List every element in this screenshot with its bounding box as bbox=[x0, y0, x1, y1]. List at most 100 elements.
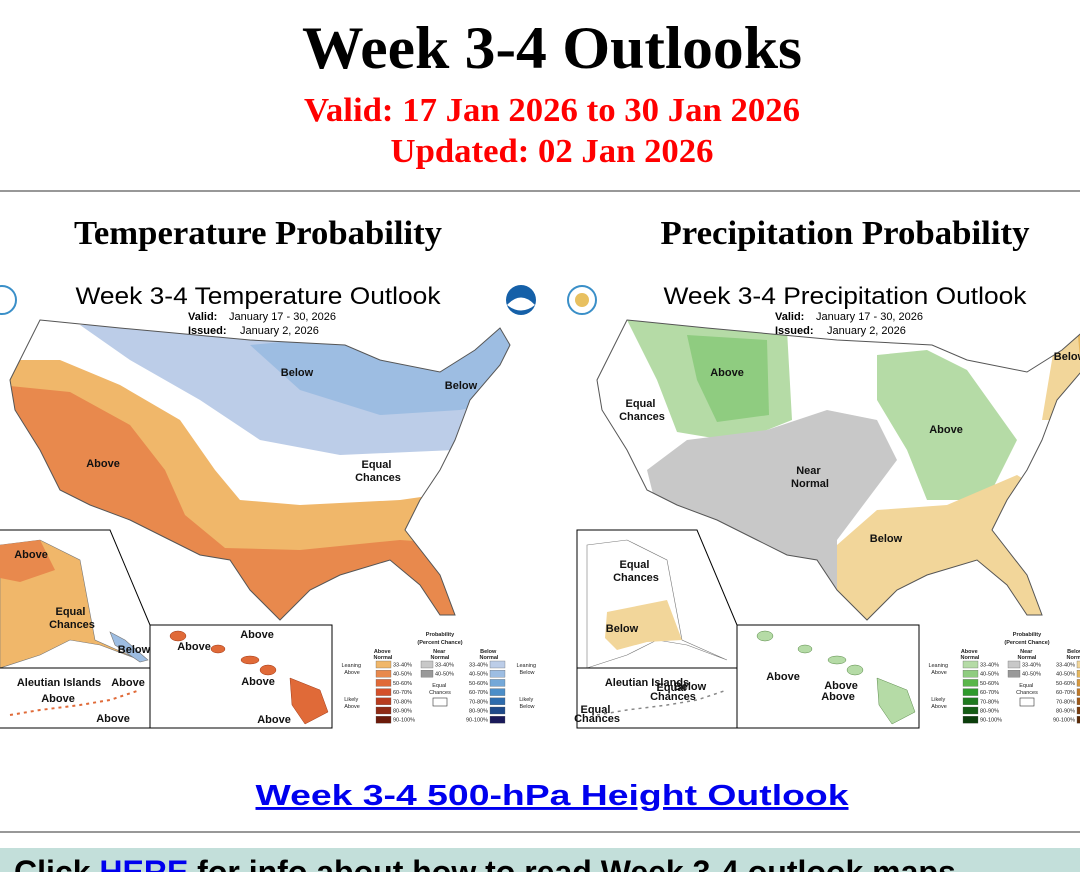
legend-range: 33-40% bbox=[1056, 663, 1075, 669]
region-label: Equal Chances bbox=[619, 398, 665, 423]
hawaii-islands bbox=[169, 630, 329, 725]
region-label: Equal Chances bbox=[574, 704, 620, 725]
legend-swatch bbox=[1076, 670, 1080, 678]
legend-row-label: Leaning Below bbox=[516, 663, 537, 676]
region-label: Equal Chances bbox=[613, 559, 659, 584]
legend-range: 40-50% bbox=[469, 672, 488, 678]
legend-swatch bbox=[1076, 706, 1080, 715]
region-label: Above bbox=[710, 367, 744, 379]
legend-swatch bbox=[375, 688, 392, 696]
legend-swatch bbox=[1076, 688, 1080, 696]
legend-swatch bbox=[962, 697, 979, 705]
map-title: Week 3-4 Precipitation Outlook bbox=[664, 283, 1028, 310]
info-text-post: for info about how to read Week 3-4 outl… bbox=[188, 854, 955, 872]
region-label: Below bbox=[445, 380, 478, 392]
legend-swatch bbox=[962, 660, 979, 669]
legend-equal-swatch bbox=[1019, 697, 1035, 707]
map-title: Week 3-4 Temperature Outlook bbox=[76, 283, 442, 310]
page-title: Week 3-4 Outlooks bbox=[302, 15, 802, 81]
legend-range: 60-70% bbox=[980, 690, 999, 696]
legend-swatch bbox=[1007, 670, 1021, 678]
region-label: Above bbox=[41, 693, 75, 705]
region-label: Below bbox=[118, 644, 151, 656]
legend-range: 33-40% bbox=[1022, 663, 1041, 669]
region-label: Equal Chances bbox=[355, 459, 401, 484]
region-label: Equal Chances bbox=[49, 606, 95, 631]
legend-range: 40-50% bbox=[980, 672, 999, 678]
alaska-below bbox=[605, 600, 682, 650]
legend-swatch bbox=[962, 670, 979, 678]
legend-swatch bbox=[489, 660, 506, 669]
legend-range: 50-60% bbox=[980, 681, 999, 687]
legend-background bbox=[336, 627, 548, 728]
map-issued: January 2, 2026 bbox=[240, 325, 319, 337]
region-label: Below bbox=[870, 533, 903, 545]
region-near bbox=[647, 410, 897, 610]
legend-swatch bbox=[489, 706, 506, 715]
region-above bbox=[687, 335, 769, 422]
legend-range: 40-50% bbox=[393, 672, 412, 678]
aleutian-inset bbox=[576, 667, 738, 729]
region-label: Aleutian Islands bbox=[17, 677, 101, 689]
legend-swatch bbox=[489, 697, 506, 705]
legend-subtitle: (Percent Chance) bbox=[1004, 640, 1049, 646]
region-label: Below bbox=[606, 623, 639, 635]
info-link[interactable]: HERE bbox=[99, 854, 188, 872]
legend-swatch bbox=[1076, 660, 1080, 669]
map-valid: January 17 - 30, 2026 bbox=[816, 311, 923, 323]
legend-equal-label: Equal Chances bbox=[1016, 683, 1038, 696]
panel-heading: Precipitation Probability bbox=[661, 215, 1030, 252]
legend-range: 33-40% bbox=[469, 663, 488, 669]
height-outlook-link-text[interactable]: Week 3-4 500-hPa Height Outlook bbox=[256, 780, 850, 812]
region-label: Below bbox=[1054, 351, 1080, 363]
region-label: Aleutian Islands bbox=[605, 677, 689, 689]
legend-column: Below Normal bbox=[1067, 649, 1080, 661]
legend-swatch bbox=[489, 688, 506, 696]
doc-seal bbox=[0, 285, 17, 315]
legend-swatch bbox=[962, 688, 979, 696]
region-label: Equal Chances bbox=[650, 682, 696, 703]
hawaii-inset bbox=[736, 624, 920, 729]
legend-swatch bbox=[375, 706, 392, 715]
legend-column: Near Normal bbox=[431, 649, 450, 661]
legend-range: 60-70% bbox=[393, 690, 412, 696]
region-label: Above bbox=[824, 680, 858, 692]
legend-swatch bbox=[489, 670, 506, 678]
alaska-panhandle bbox=[109, 631, 149, 663]
legend-row-label: Leaning Above bbox=[341, 663, 362, 676]
map-issued: January 2, 2026 bbox=[827, 325, 906, 337]
aleutian-islands bbox=[596, 689, 728, 716]
conus-outline bbox=[9, 319, 511, 621]
legend-range: 90-100% bbox=[980, 718, 1002, 724]
legend-swatch bbox=[489, 679, 506, 687]
legend-range: 50-60% bbox=[1056, 681, 1075, 687]
map-valid: January 17 - 30, 2026 bbox=[229, 311, 336, 323]
legend-row-label: Likely Above bbox=[931, 697, 947, 710]
region-leaning-above bbox=[877, 350, 1017, 500]
region-label: Above bbox=[257, 714, 291, 726]
noaa-logo-bird bbox=[507, 297, 535, 311]
region-label: Below bbox=[281, 367, 314, 379]
legend-swatch bbox=[420, 670, 434, 678]
legend-row-label: Likely Below bbox=[519, 697, 535, 710]
legend-range: 60-70% bbox=[1056, 690, 1075, 696]
map-issued-label: Issued: bbox=[188, 325, 227, 337]
legend-subtitle: (Percent Chance) bbox=[417, 640, 462, 646]
region-label: Above bbox=[111, 677, 145, 689]
map-valid-label: Valid: bbox=[188, 311, 217, 323]
legend-row-label: Likely Above bbox=[344, 697, 360, 710]
legend-range: 80-90% bbox=[469, 709, 488, 715]
region-label: Above bbox=[240, 629, 274, 641]
legend-equal-label: Equal Chances bbox=[429, 683, 451, 696]
legend-range: 70-80% bbox=[980, 699, 999, 705]
legend-range: 50-60% bbox=[393, 681, 412, 687]
updated-date: Updated: 02 Jan 2026 bbox=[391, 133, 714, 170]
legend-swatch bbox=[489, 716, 506, 724]
legend-range: 33-40% bbox=[435, 663, 454, 669]
legend-swatch bbox=[420, 660, 434, 669]
height-outlook-link[interactable]: Week 3-4 500-hPa Height Outlook bbox=[256, 780, 850, 812]
legend-range: 70-80% bbox=[469, 699, 488, 705]
